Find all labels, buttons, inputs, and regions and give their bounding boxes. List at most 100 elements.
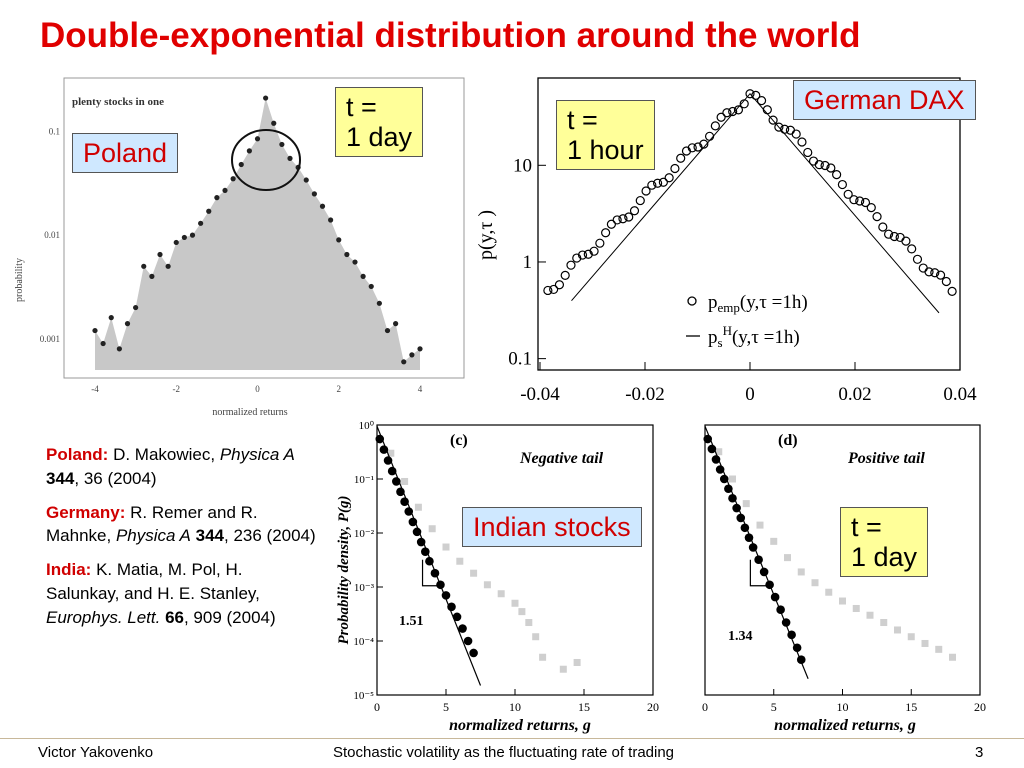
india-gray-point — [483, 581, 491, 589]
dax-empirical-point — [635, 195, 645, 206]
dax-empirical-point — [595, 238, 605, 248]
dax-empirical-point — [716, 112, 726, 122]
dax-empirical-point — [849, 195, 859, 205]
legend-sh: psH(y,τ =1h) — [708, 323, 800, 350]
dax-empirical-point — [803, 147, 813, 158]
references: Poland: D. Makowiec, Physica A 344, 36 (… — [46, 443, 316, 640]
poland-point — [230, 176, 236, 182]
india-gray-point — [511, 599, 519, 607]
dax-tau-line1: t = — [567, 105, 598, 135]
india-black-point — [732, 503, 741, 513]
india-y-tick: 10⁻³ — [354, 582, 375, 594]
poland-point — [401, 359, 407, 365]
india-gray-point — [742, 500, 750, 508]
dax-x-tick: 0.04 — [943, 384, 977, 405]
india-black-point — [770, 592, 780, 602]
poland-tau-line2: 1 day — [346, 122, 413, 153]
india-black-point — [765, 580, 774, 590]
indneg-y-axis-label: Probability density, P(g) — [336, 495, 352, 644]
dax-empirical-point — [912, 254, 923, 264]
india-gray-point — [839, 597, 846, 605]
india-black-point — [703, 434, 713, 444]
india-black-point — [430, 568, 440, 578]
poland-y-tick: 0.1 — [49, 126, 60, 136]
india-black-point — [759, 567, 769, 577]
dax-empirical-point — [560, 270, 570, 280]
india-tau-line1: t = — [851, 512, 882, 542]
dax-empirical-point — [797, 137, 807, 147]
india-black-point — [404, 507, 414, 516]
poland-area — [95, 98, 420, 370]
poland-y-tick: 0.01 — [44, 230, 60, 240]
dax-empirical-point — [704, 131, 715, 141]
dax-empirical-point — [866, 202, 876, 213]
poland-point — [319, 203, 326, 209]
dax-empirical-point — [872, 212, 882, 222]
dax-y-axis-label: p(y,τ ) — [475, 210, 497, 260]
poland-point — [344, 251, 350, 258]
dax-frame — [537, 77, 961, 371]
dax-empirical-point — [745, 89, 755, 99]
poland-point — [352, 259, 358, 265]
india-black-point — [421, 547, 430, 557]
india-black-point — [711, 455, 721, 464]
india-y-tick: 10⁻⁴ — [353, 636, 374, 648]
india-black-point — [740, 523, 750, 533]
dax-empirical-point — [907, 244, 917, 254]
india-gray-point — [825, 588, 833, 596]
dax-empirical-point — [935, 270, 946, 280]
india-black-point — [441, 591, 451, 600]
india-x-tick: 20 — [647, 700, 659, 714]
poland-point — [189, 232, 196, 238]
india-black-point — [463, 636, 473, 646]
dax-empirical-point — [566, 260, 576, 270]
india-gray-point — [949, 653, 956, 661]
dax-empirical-point — [884, 229, 894, 239]
dax-empirical-point — [577, 250, 588, 260]
dax-empirical-point — [687, 143, 697, 153]
india-black-point — [728, 493, 737, 503]
india-gray-point — [907, 633, 915, 641]
india-gray-point — [442, 543, 450, 551]
india-black-point — [458, 624, 467, 633]
india-x-tick: 5 — [443, 700, 449, 714]
india-gray-point — [770, 537, 778, 545]
dax-empirical-point — [624, 212, 634, 222]
dax-empirical-point — [918, 263, 928, 273]
india-x-tick: 10 — [509, 700, 521, 714]
dax-empirical-point — [618, 214, 628, 224]
india-black-point — [447, 602, 456, 612]
poland-point — [384, 327, 391, 334]
india-gray-point — [573, 658, 581, 666]
dax-empirical-point — [808, 156, 819, 166]
poland-label: Poland — [72, 133, 179, 174]
indneg-subtitle: Negative tail — [519, 450, 604, 467]
indpos-panel-label: (d) — [778, 432, 798, 449]
india-black-point — [744, 533, 754, 542]
india-black-point — [375, 434, 385, 444]
india-x-tick: 5 — [771, 700, 777, 714]
india-label: Indian stocks — [462, 507, 642, 548]
india-gray-point — [715, 448, 723, 456]
poland-x-axis-label: normalized returns — [212, 407, 287, 418]
india-y-tick: 10⁻² — [354, 528, 375, 540]
india-x-tick: 0 — [702, 700, 708, 714]
india-black-point — [776, 605, 785, 614]
india-black-point — [387, 466, 397, 476]
india-x-tick: 15 — [578, 700, 590, 714]
reference-germany: Germany: R. Remer and R. Mahnke, Physica… — [46, 502, 316, 546]
poland-point — [303, 177, 309, 183]
india-black-point — [379, 445, 389, 454]
poland-point — [417, 346, 423, 352]
dax-empirical-point — [878, 222, 888, 232]
india-y-tick: 10⁻⁵ — [353, 690, 374, 702]
poland-point — [360, 273, 366, 279]
india-gray-point — [894, 626, 901, 634]
dax-y-tick: 0.1 — [508, 349, 532, 370]
poland-point — [198, 220, 204, 226]
dax-empirical-point — [710, 121, 720, 131]
india-black-point — [408, 517, 418, 527]
indneg-x-axis-label: normalized returns, g — [449, 717, 591, 734]
india-gray-point — [414, 503, 422, 511]
dax-x-tick: 0 — [745, 384, 755, 405]
